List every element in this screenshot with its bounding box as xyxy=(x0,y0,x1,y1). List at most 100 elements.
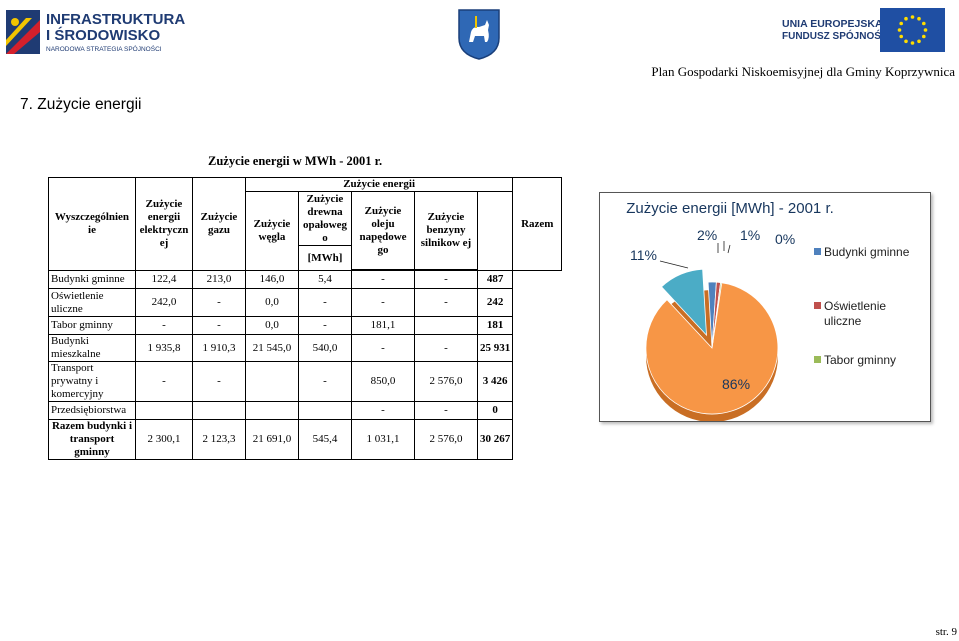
table-cell: 1 031,1 xyxy=(351,419,415,460)
table-cell: - xyxy=(351,270,415,289)
energy-table: Wyszczególnien ie Zużycie energii elektr… xyxy=(48,177,563,460)
eu-star-icon xyxy=(910,41,915,45)
header-total: Razem xyxy=(512,177,563,271)
header-group: Zużycie energii xyxy=(244,177,514,192)
eu-star-icon xyxy=(899,34,903,39)
table-cell: - xyxy=(351,334,415,362)
section-heading: 7. Zużycie energii xyxy=(20,96,142,113)
pie-slice xyxy=(645,282,779,415)
eu-star-icon xyxy=(922,21,926,26)
pie-chart: Zużycie energii [MWh] - 2001 r. 86% 11% 2%… xyxy=(599,192,931,422)
table-cell: - xyxy=(135,316,193,335)
pie-slice xyxy=(711,282,723,349)
table-row: Tabor gminny - -0,0-181,1 181 xyxy=(48,316,562,335)
table-cell: 540,0 xyxy=(298,334,352,362)
eu-star-icon xyxy=(904,16,908,21)
eu-star-icon xyxy=(904,39,908,44)
table-cell: - xyxy=(135,361,193,402)
pie-data-label: 11% xyxy=(630,247,657,263)
table-cell xyxy=(245,361,299,402)
eu-star-icon xyxy=(917,39,921,44)
pie-data-label: 86% xyxy=(722,376,751,392)
table-cell xyxy=(414,316,478,335)
pie-data-label: 1% xyxy=(740,227,761,243)
table-cell: 2 576,0 xyxy=(414,361,478,402)
table-cell xyxy=(298,401,352,420)
chart-title: Zużycie energii [MWh] - 2001 r. xyxy=(626,200,834,217)
table-cell: 146,0 xyxy=(245,270,299,289)
table-cell: - xyxy=(298,361,352,402)
row-label: Transport prywatny i komercyjny xyxy=(48,361,136,402)
legend-label: Tabor gminny xyxy=(824,353,897,367)
table-cell: 1 935,8 xyxy=(135,334,193,362)
pie-plot xyxy=(645,241,779,421)
legend-label: Oświetlenie uliczne xyxy=(824,299,887,328)
pie-slice xyxy=(660,268,707,337)
table-caption: Zużycie energii w MWh - 2001 r. xyxy=(208,154,383,168)
table-cell: 3 426 xyxy=(476,361,514,402)
table-cell xyxy=(135,401,193,420)
table-cell: - xyxy=(298,316,352,335)
header-first-column: Wyszczególnien ie xyxy=(48,177,136,271)
table-row: Oświetlenie uliczne 242,0-0,0- - -242 xyxy=(48,288,562,317)
table-row: Transport prywatny i komercyjny - - -850,0 2… xyxy=(48,361,562,402)
eu-flag-icon xyxy=(880,8,945,52)
table-cell: 5,4 xyxy=(298,270,352,289)
page-number: str. 9 xyxy=(935,626,957,638)
table-cell: 181 xyxy=(476,316,514,335)
table-cell: - xyxy=(414,334,478,362)
header-unit: [MWh] xyxy=(298,245,352,271)
table-cell xyxy=(245,401,299,420)
table-cell: 2 123,3 xyxy=(192,419,246,460)
table-cell: - xyxy=(351,401,415,420)
legend-label: Budynki gminne xyxy=(824,245,910,259)
table-row: Przedsiębiorstwa - -0 xyxy=(48,401,562,420)
infrastruktura-logo: INFRASTRUKTURA I ŚRODOWISKO NARODOWA STR… xyxy=(6,8,185,56)
eu-star-icon xyxy=(922,34,926,39)
table-cell: 487 xyxy=(476,270,514,289)
table-cell: - xyxy=(192,288,246,317)
legend-item: Budynki gminne xyxy=(814,245,920,260)
table-cell xyxy=(192,401,246,420)
table-cell: - xyxy=(298,288,352,317)
row-label: Oświetlenie uliczne xyxy=(48,288,136,317)
row-label: Przedsiębiorstwa xyxy=(48,401,136,420)
table-row: Razem budynki i transport gminny 2 300,1 2… xyxy=(48,419,562,460)
table-cell: - xyxy=(414,288,478,317)
table-cell: 0,0 xyxy=(245,316,299,335)
document-title: Plan Gospodarki Niskoemisyjnej dla Gminy… xyxy=(651,64,955,79)
table-cell: 181,1 xyxy=(351,316,415,335)
row-label: Tabor gminny xyxy=(48,316,136,335)
eu-text-line-1: UNIA EUROPEJSKA xyxy=(782,18,883,30)
row-label: Budynki gminne xyxy=(48,270,136,289)
table-cell: 2 300,1 xyxy=(135,419,193,460)
eu-star-icon xyxy=(897,28,902,32)
pie-leader-line xyxy=(727,244,731,254)
table-cell: 0,0 xyxy=(245,288,299,317)
header-electricity: Zużycie energii elektryczn ej xyxy=(135,177,193,271)
table-row: Budynki gminne 122,4 213,0 146,0 5,4- -487 xyxy=(48,270,562,289)
logo-line-2: I ŚRODOWISKO xyxy=(46,27,161,44)
header-coal: Zużycie węgla xyxy=(245,191,299,271)
table-cell: 545,4 xyxy=(298,419,352,460)
table-cell: 25 931 xyxy=(476,334,514,362)
eu-star-icon xyxy=(899,21,903,26)
logo-line-1: INFRASTRUKTURA xyxy=(46,11,186,28)
pie-data-label: 0% xyxy=(775,231,796,247)
table-cell: 21 545,0 xyxy=(245,334,299,362)
pie-leader-line xyxy=(659,260,689,269)
coat-of-arms-icon xyxy=(458,9,500,60)
legend-item: Oświetlenie uliczne xyxy=(814,299,920,329)
table-cell: - xyxy=(351,288,415,317)
table-row: Budynki mieszkalne 1 935,8 1 910,3 21 545,0… xyxy=(48,334,562,362)
flag-logo-icon xyxy=(6,10,40,54)
table-cell: 242,0 xyxy=(135,288,193,317)
header-wood: Zużycie drewna opałoweg o xyxy=(298,191,352,246)
row-label: Razem budynki i transport gminny xyxy=(48,419,136,460)
table-cell: 242 xyxy=(476,288,514,317)
legend-swatch xyxy=(814,356,821,363)
table-cell: - xyxy=(192,316,246,335)
legend-swatch xyxy=(814,248,821,255)
table-cell: - xyxy=(192,361,246,402)
table-cell: - xyxy=(414,270,478,289)
